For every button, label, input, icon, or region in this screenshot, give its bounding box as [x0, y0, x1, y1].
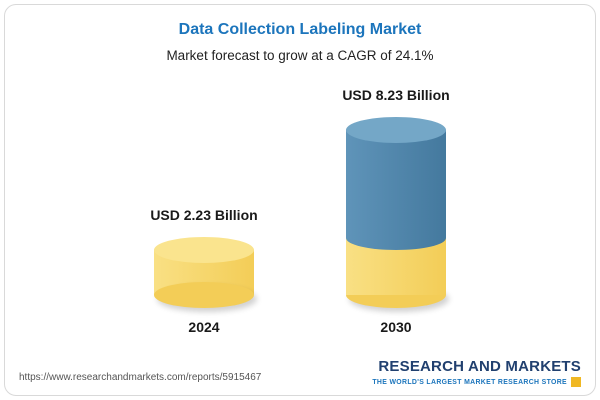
logo-tagline-row: THE WORLD'S LARGEST MARKET RESEARCH STOR… — [372, 377, 581, 387]
cylinder-2030-blue-segment — [346, 130, 446, 250]
chart-title: Data Collection Labeling Market — [178, 21, 422, 38]
cylinder-2024-top-ellipse — [154, 237, 254, 263]
value-label-2024: USD 2.23 Billion — [150, 207, 258, 223]
cylinder-2030-top-ellipse — [346, 117, 446, 143]
chart-header: Data Collection Labeling Market Market f… — [5, 5, 595, 63]
chart-subtitle: Market forecast to grow at a CAGR of 24.… — [166, 48, 434, 63]
cylinder-2024 — [154, 237, 254, 308]
bar-group-2024: USD 2.23 Billion 2024 — [134, 207, 274, 335]
research-and-markets-logo: RESEARCH AND MARKETS THE WORLD'S LARGEST… — [372, 358, 581, 387]
chart-area: USD 2.23 Billion 2024 USD 8.23 Billion 2… — [5, 87, 595, 335]
logo-tagline-text: THE WORLD'S LARGEST MARKET RESEARCH STOR… — [372, 378, 567, 386]
year-label-2030: 2030 — [380, 319, 412, 335]
cylinder-2024-bottom-ellipse — [154, 282, 254, 308]
source-url-link[interactable]: https://www.researchandmarkets.com/repor… — [19, 372, 262, 383]
logo-text: RESEARCH AND MARKETS — [378, 358, 581, 375]
cylinder-2030 — [346, 117, 446, 308]
logo-accent-icon — [571, 377, 581, 387]
year-label-2024: 2024 — [188, 319, 220, 335]
chart-card: Data Collection Labeling Market Market f… — [4, 4, 596, 396]
bar-group-2030: USD 8.23 Billion 2030 — [326, 87, 466, 335]
value-label-2030: USD 8.23 Billion — [342, 87, 450, 103]
